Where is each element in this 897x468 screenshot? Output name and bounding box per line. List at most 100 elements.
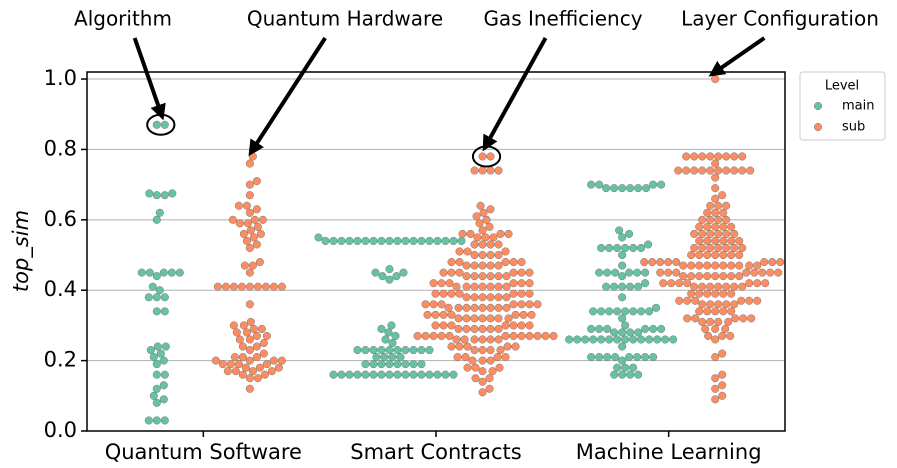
data-point xyxy=(385,275,394,284)
data-point xyxy=(470,314,479,323)
data-point xyxy=(641,268,650,277)
data-point xyxy=(722,201,731,210)
data-point xyxy=(160,416,169,425)
data-point xyxy=(159,356,168,365)
data-point xyxy=(486,272,495,281)
data-point xyxy=(618,261,627,270)
data-point xyxy=(704,331,713,341)
data-point xyxy=(231,367,240,376)
data-point xyxy=(626,184,635,193)
data-point xyxy=(683,314,692,323)
data-point xyxy=(714,317,723,326)
data-point xyxy=(437,331,446,341)
data-point xyxy=(730,166,739,175)
data-point xyxy=(691,296,700,305)
data-point xyxy=(509,300,518,309)
data-point xyxy=(722,300,731,309)
data-point xyxy=(148,282,157,291)
data-point xyxy=(509,321,518,330)
data-point xyxy=(255,363,264,372)
data-point xyxy=(369,236,378,245)
data-point xyxy=(618,328,627,337)
data-point xyxy=(229,282,238,291)
data-point xyxy=(730,229,739,238)
data-point xyxy=(462,282,471,291)
data-point xyxy=(597,243,606,253)
y-axis-label: top_sim xyxy=(9,210,34,292)
data-point xyxy=(160,120,169,129)
data-point xyxy=(652,303,661,312)
data-point xyxy=(731,314,740,323)
data-point xyxy=(460,335,469,344)
data-point xyxy=(714,215,723,224)
data-point xyxy=(730,243,739,253)
data-point xyxy=(245,374,254,383)
data-point xyxy=(152,384,161,393)
data-point xyxy=(706,317,715,326)
data-point xyxy=(525,289,534,298)
data-point xyxy=(533,300,542,309)
data-point xyxy=(486,345,495,355)
data-point xyxy=(226,360,235,369)
data-point xyxy=(455,289,464,298)
data-point xyxy=(239,321,248,330)
data-point xyxy=(634,328,643,337)
data-point xyxy=(213,282,222,291)
data-point xyxy=(245,282,254,291)
data-point xyxy=(439,289,448,298)
data-point xyxy=(454,324,463,333)
data-point xyxy=(722,152,731,161)
data-point xyxy=(248,261,257,270)
data-point xyxy=(621,321,630,330)
data-point xyxy=(703,261,712,270)
data-point xyxy=(722,243,731,253)
data-point xyxy=(664,258,673,267)
data-point xyxy=(455,247,464,256)
data-point xyxy=(701,324,710,333)
data-point xyxy=(470,345,479,355)
y-tick-label: 0.2 xyxy=(44,348,77,372)
data-point xyxy=(711,250,720,260)
data-point xyxy=(656,268,665,277)
data-point xyxy=(718,191,727,200)
data-point xyxy=(478,314,487,323)
data-point xyxy=(377,236,386,245)
data-point xyxy=(509,268,518,277)
data-point xyxy=(761,279,770,288)
data-point xyxy=(234,201,243,210)
data-point xyxy=(641,353,650,362)
data-point xyxy=(441,370,450,379)
data-point xyxy=(603,324,612,333)
data-point xyxy=(722,282,731,291)
data-point xyxy=(496,345,505,355)
data-point xyxy=(447,268,456,277)
data-point xyxy=(462,293,471,302)
data-point xyxy=(262,331,271,341)
data-point xyxy=(711,335,720,344)
data-point xyxy=(155,286,164,295)
data-point xyxy=(724,317,733,326)
data-point xyxy=(259,338,268,348)
data-point xyxy=(711,173,720,182)
data-point xyxy=(252,240,261,249)
data-point xyxy=(494,293,503,302)
data-point xyxy=(471,374,480,383)
data-point xyxy=(470,166,479,175)
legend-box xyxy=(799,71,886,141)
data-point xyxy=(641,324,650,333)
data-point xyxy=(706,215,715,224)
data-point xyxy=(478,345,487,355)
data-point xyxy=(629,243,638,253)
data-point xyxy=(747,314,756,323)
data-point xyxy=(695,250,704,260)
data-point xyxy=(160,293,169,302)
data-point xyxy=(243,219,252,228)
data-point xyxy=(621,335,630,344)
data-point xyxy=(695,289,704,298)
data-point xyxy=(629,363,638,372)
data-point xyxy=(738,282,747,291)
data-point xyxy=(437,300,446,309)
data-point xyxy=(329,236,338,245)
data-point xyxy=(711,272,720,281)
data-point xyxy=(493,353,502,362)
